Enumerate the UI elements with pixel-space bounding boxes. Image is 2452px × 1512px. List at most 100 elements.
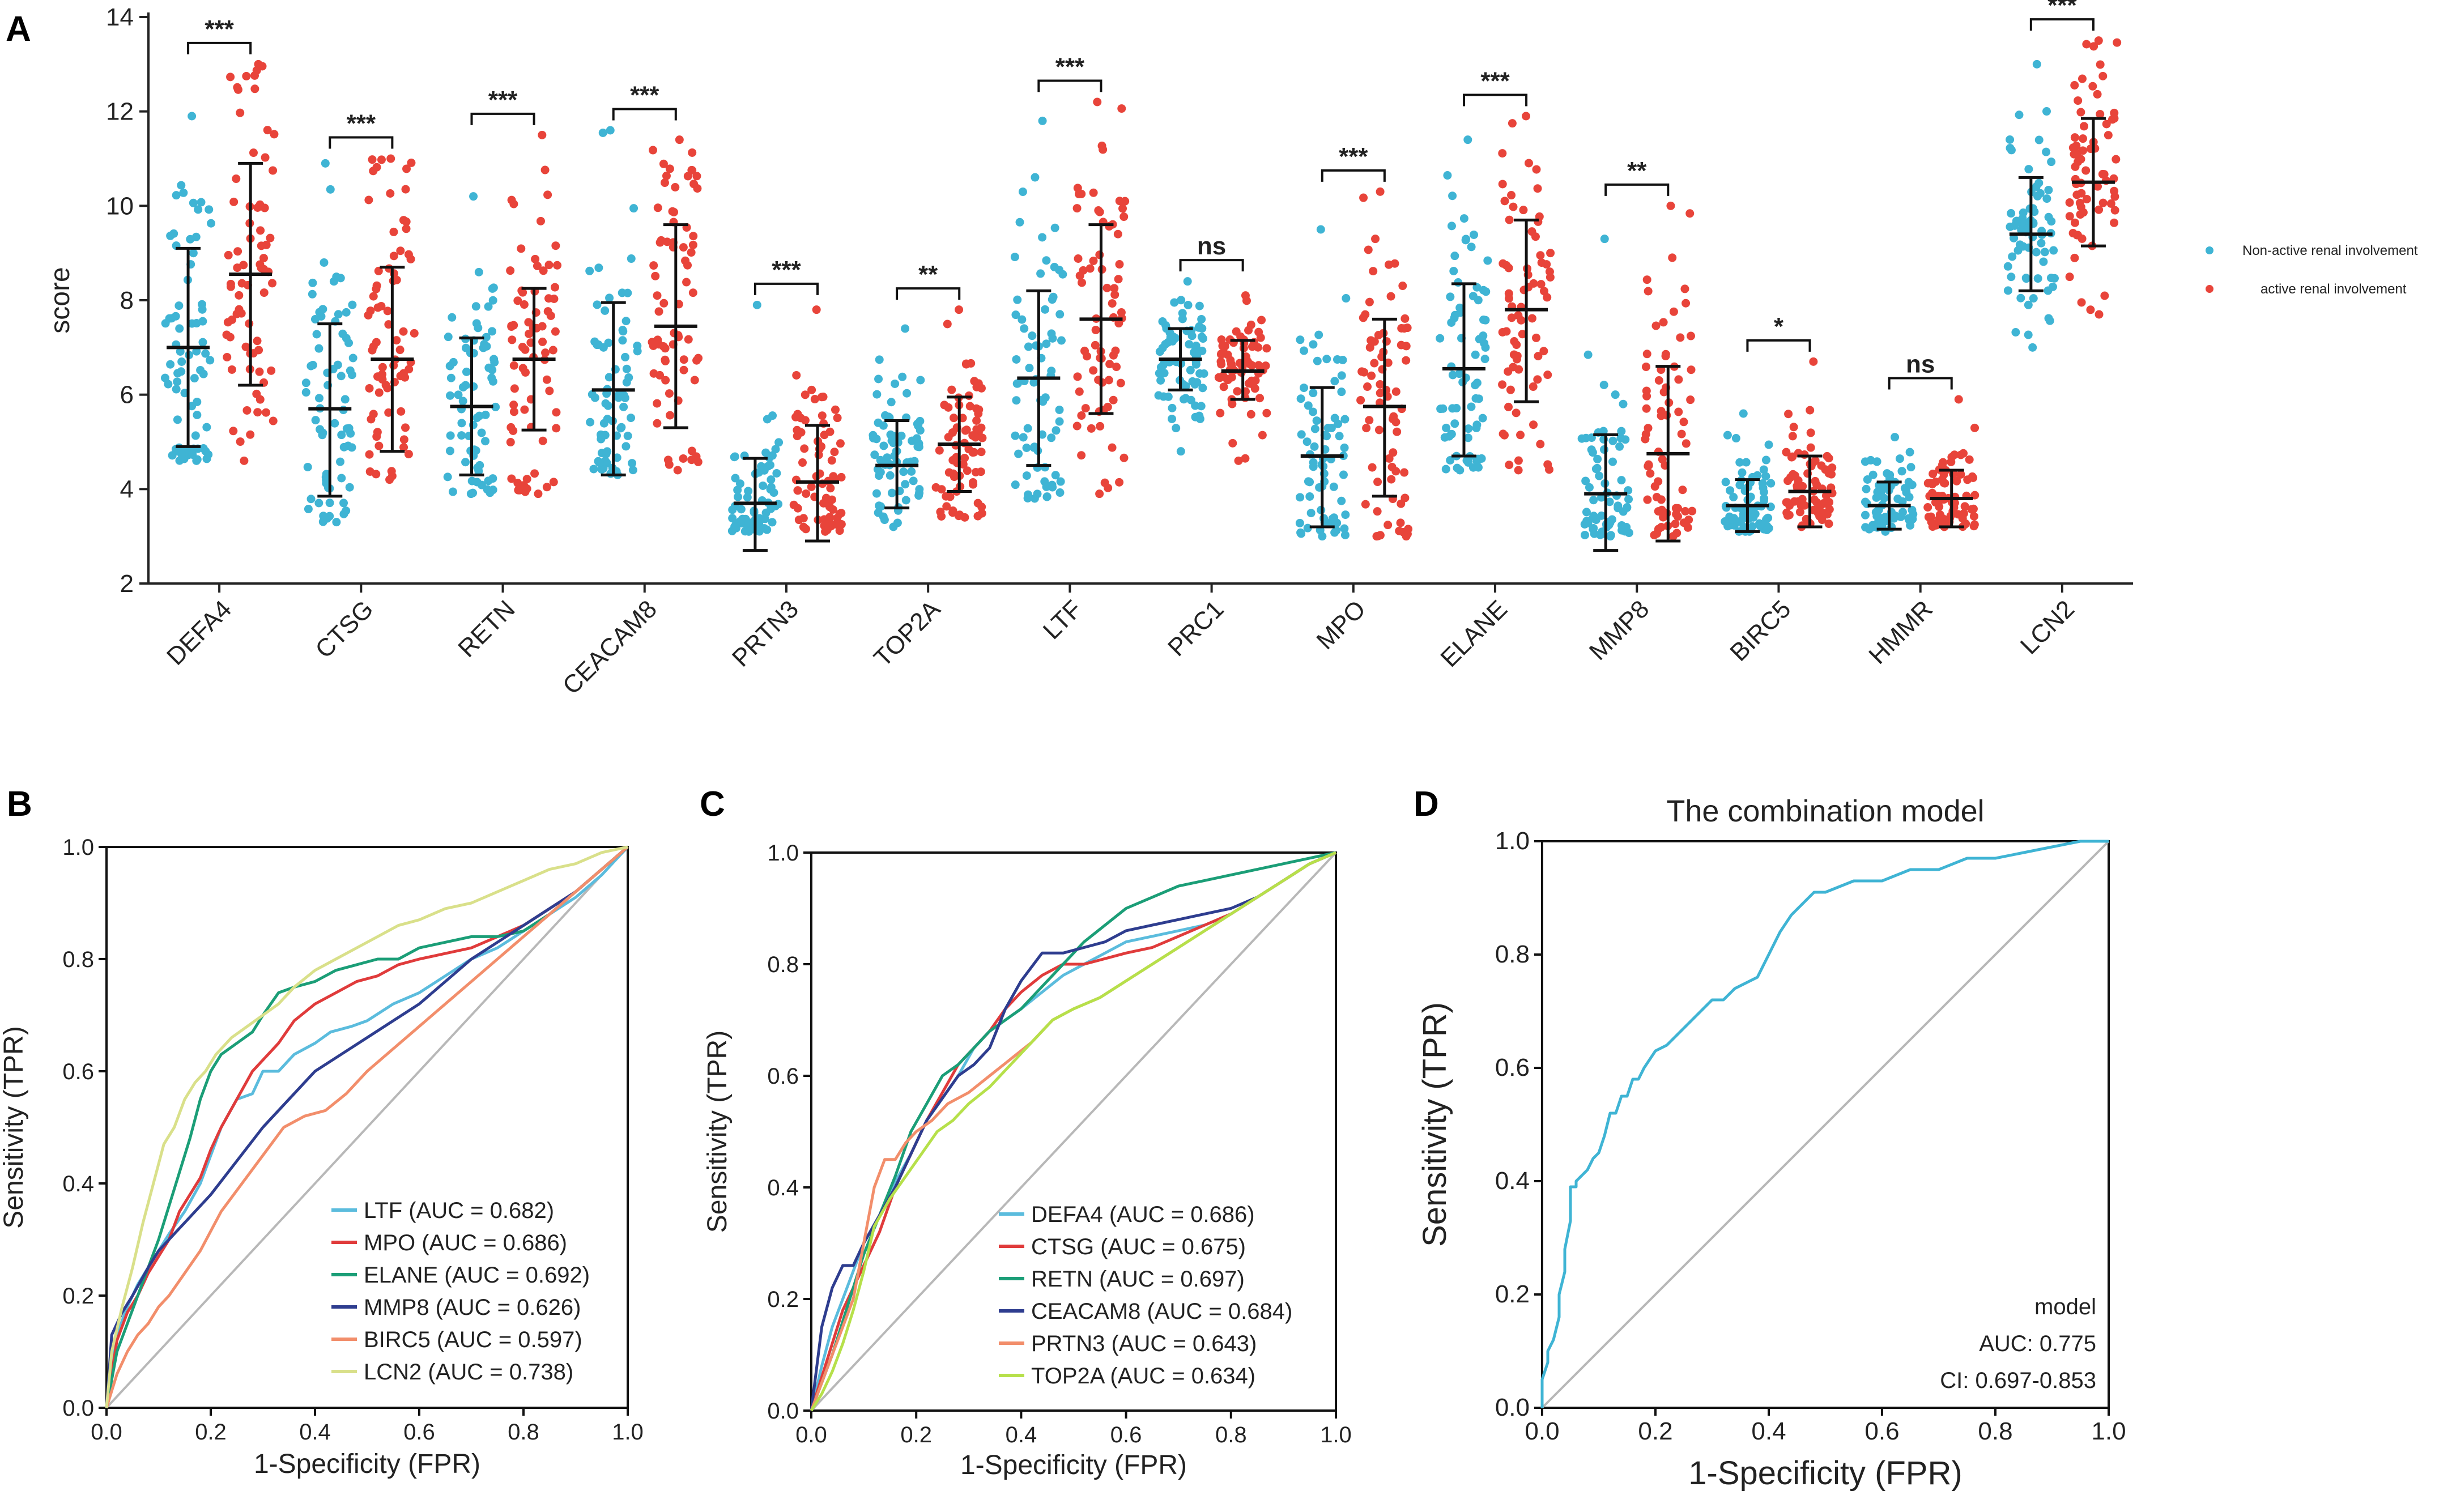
dot-cluster-DEFA4-active xyxy=(222,59,279,465)
data-point xyxy=(1686,395,1695,404)
data-point xyxy=(1055,417,1064,426)
data-point xyxy=(250,84,259,93)
data-point xyxy=(948,455,957,465)
data-point xyxy=(1546,249,1555,258)
data-point xyxy=(2075,198,2084,207)
data-point xyxy=(869,431,878,440)
data-point xyxy=(767,475,776,484)
data-point xyxy=(304,505,313,514)
data-point xyxy=(828,505,837,514)
data-point xyxy=(261,153,270,162)
data-point xyxy=(792,370,801,380)
dot-cluster-RETN-non-active xyxy=(443,192,500,499)
data-point xyxy=(1861,510,1870,519)
data-point xyxy=(2010,221,2019,230)
data-point xyxy=(760,524,769,533)
data-point xyxy=(653,399,662,408)
error-bar xyxy=(591,301,635,476)
significance-bracket: *** xyxy=(470,86,535,125)
data-point xyxy=(474,267,483,276)
data-point xyxy=(1761,455,1770,465)
data-point xyxy=(1055,310,1065,319)
data-point xyxy=(2110,186,2119,195)
data-point xyxy=(2071,162,2080,171)
data-point xyxy=(404,250,413,259)
error-bar xyxy=(1221,339,1265,401)
roc-curve-model xyxy=(1540,840,2109,1408)
data-point xyxy=(903,389,912,398)
data-point xyxy=(1463,433,1472,442)
data-point xyxy=(1642,275,1651,284)
data-point xyxy=(1181,382,1190,391)
data-point xyxy=(874,508,883,517)
data-point xyxy=(1050,223,1059,232)
data-point xyxy=(223,352,232,361)
data-point xyxy=(223,318,232,327)
data-point xyxy=(1047,433,1056,442)
data-point xyxy=(522,475,531,484)
data-point xyxy=(1370,359,1379,368)
data-point xyxy=(1508,119,1517,128)
data-point xyxy=(387,467,396,476)
data-point xyxy=(369,410,378,419)
data-point xyxy=(2016,293,2025,303)
legend-label-ltf: LTF (AUC = 0.682) xyxy=(364,1198,554,1223)
data-point xyxy=(1072,204,1082,213)
data-point xyxy=(552,424,561,433)
data-point xyxy=(173,377,182,386)
data-point xyxy=(887,398,896,407)
data-point xyxy=(1362,424,1371,433)
data-point xyxy=(1970,423,1980,432)
data-point xyxy=(1659,513,1668,522)
data-point xyxy=(1172,424,1181,433)
data-point xyxy=(836,439,845,448)
data-point xyxy=(1507,191,1516,200)
data-point xyxy=(1228,438,1237,448)
y-tick-label: 14 xyxy=(106,3,134,31)
data-point xyxy=(886,471,895,480)
dot-cluster-ELANE-non-active xyxy=(1436,135,1492,475)
data-point xyxy=(1868,470,1878,479)
data-point xyxy=(1500,197,1509,206)
significance-label: *** xyxy=(630,82,659,109)
data-point xyxy=(552,408,561,417)
data-point xyxy=(401,185,410,194)
x-tick-label: 0.4 xyxy=(1006,1422,1037,1447)
data-point xyxy=(662,171,671,180)
data-point xyxy=(269,416,278,425)
data-point xyxy=(1195,301,1204,310)
error-bar xyxy=(1363,317,1406,498)
data-point xyxy=(688,288,697,297)
data-point xyxy=(594,263,603,272)
dot-cluster-MMP8-active xyxy=(1641,201,1697,541)
x-tick-label: 0.8 xyxy=(508,1420,539,1445)
data-point xyxy=(320,258,329,267)
significance-bracket: ns xyxy=(1888,351,1953,390)
data-point xyxy=(1872,457,1881,466)
legend-label-defa4: DEFA4 (AUC = 0.686) xyxy=(1031,1202,1255,1227)
data-point xyxy=(366,306,375,316)
data-point xyxy=(1449,266,1458,275)
data-point xyxy=(1241,454,1250,463)
data-point xyxy=(174,301,184,310)
data-point xyxy=(2034,135,2044,144)
data-point xyxy=(774,438,784,447)
data-point xyxy=(899,467,908,476)
data-point xyxy=(520,300,529,309)
data-point xyxy=(693,457,703,466)
data-point xyxy=(1396,518,1405,527)
data-point xyxy=(1329,482,1338,491)
data-point xyxy=(744,487,753,496)
data-point xyxy=(1085,264,1095,273)
data-point xyxy=(1812,480,1821,489)
y-tick-label: 0.0 xyxy=(1495,1394,1530,1421)
data-point xyxy=(383,384,392,393)
data-point xyxy=(2074,96,2083,105)
significance-bracket: *** xyxy=(329,110,394,149)
data-point xyxy=(1164,392,1173,401)
data-point xyxy=(1386,292,1395,301)
data-point xyxy=(960,453,969,462)
dot-cluster-BIRC5-active xyxy=(1782,357,1837,531)
data-point xyxy=(1902,488,1911,497)
data-point xyxy=(673,466,682,475)
